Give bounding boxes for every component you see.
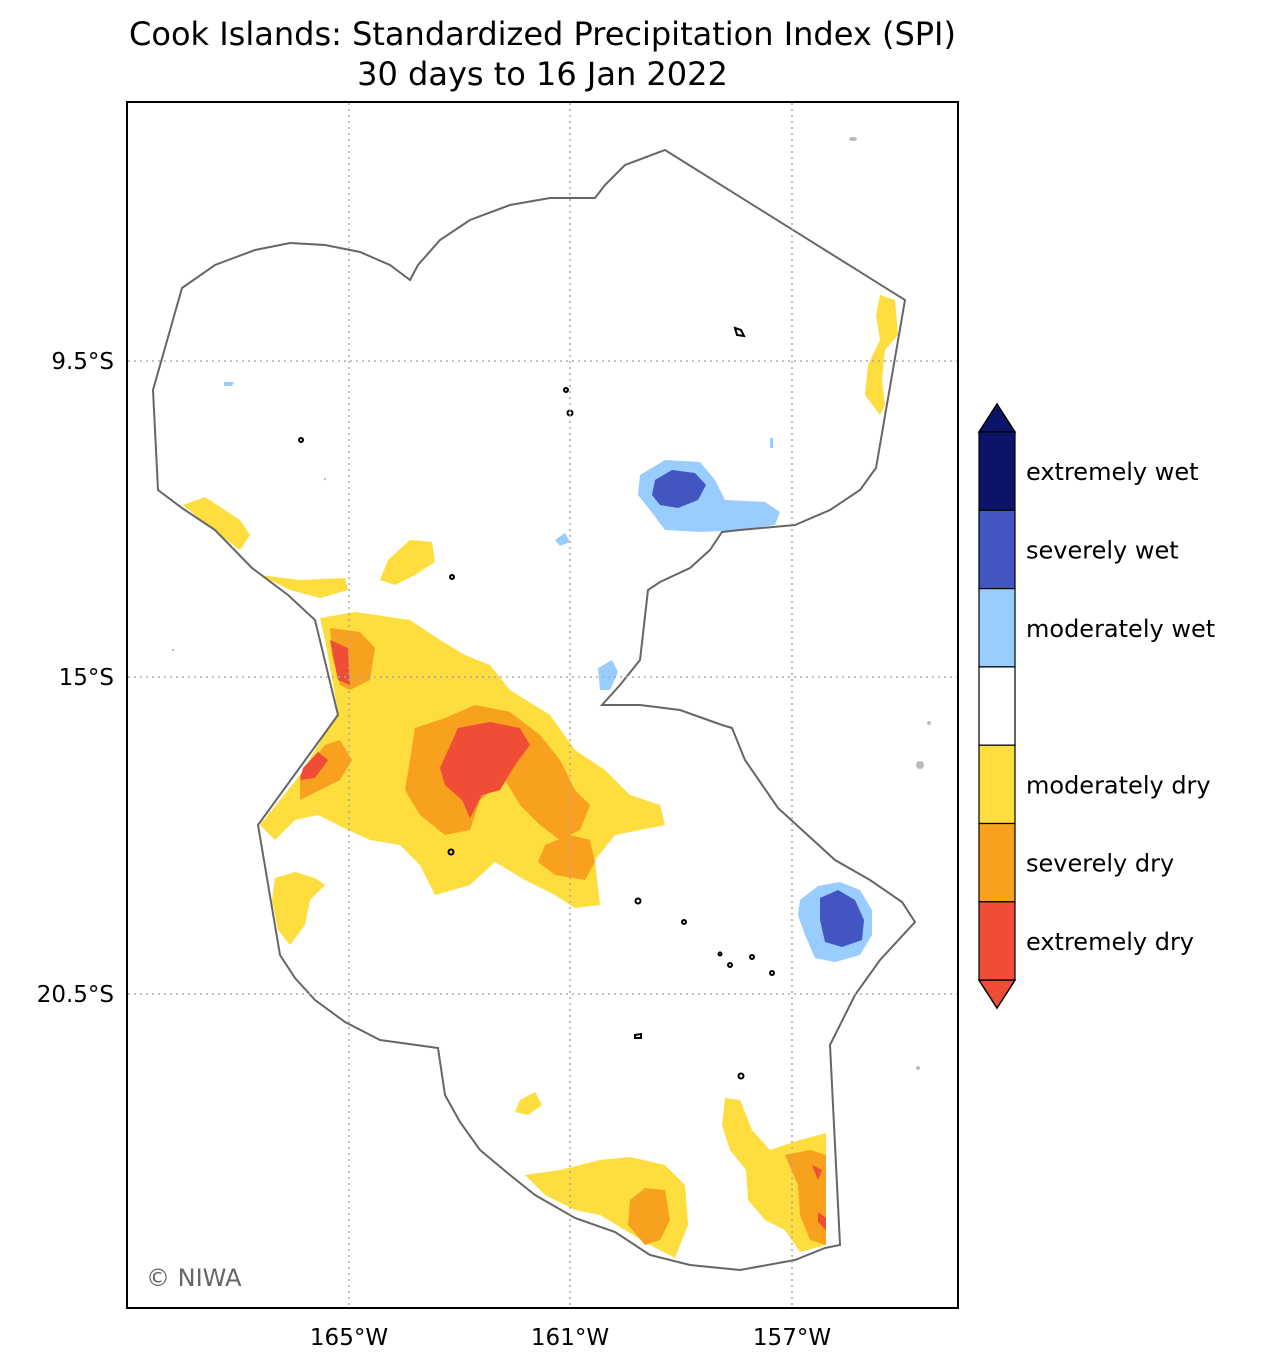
ext-dry-se xyxy=(812,1165,826,1230)
gridlines xyxy=(128,103,957,1307)
dry-patch-strip xyxy=(260,575,348,598)
spi-legend: extremely wet severely wet moderately wet m… xyxy=(977,402,1215,1010)
legend-swatch xyxy=(978,744,1016,825)
wet-patch-tiny1 xyxy=(224,382,234,386)
map-frame xyxy=(126,101,959,1309)
lon-tick-label: 161°W xyxy=(531,1325,609,1351)
lat-tick-label: 15°S xyxy=(59,665,114,691)
lat-tick-label: 20.5°S xyxy=(37,982,114,1008)
islands xyxy=(298,326,775,1080)
dry-patch-sw xyxy=(272,872,325,945)
legend-label: extremely dry xyxy=(1026,928,1194,956)
legend-label: severely dry xyxy=(1026,850,1174,878)
lon-tick-label: 157°W xyxy=(753,1325,831,1351)
wet-patch-mid xyxy=(598,660,618,690)
ext-dry-west xyxy=(330,640,350,685)
ext-dry-edge xyxy=(300,752,328,780)
legend-swatch xyxy=(978,666,1016,746)
map-subtitle: 30 days to 16 Jan 2022 xyxy=(357,55,728,93)
ext-dry-central xyxy=(440,722,530,818)
legend-swatch xyxy=(978,822,1016,903)
credit-text: © NIWA xyxy=(146,1264,242,1292)
legend-label: extremely wet xyxy=(1026,458,1199,486)
legend-extend-dry xyxy=(977,979,1017,1010)
legend-label: moderately dry xyxy=(1026,771,1211,799)
legend-extend-wet xyxy=(977,402,1017,433)
sev-wet-east xyxy=(820,890,864,947)
wet-patch-tiny2 xyxy=(770,438,773,448)
eez-boundary xyxy=(151,148,917,1272)
sev-dry-east xyxy=(538,835,595,880)
sev-dry-edge xyxy=(300,740,352,800)
dry-patch-ne xyxy=(865,295,898,415)
outside-islands xyxy=(171,137,931,1070)
dry-patch-west xyxy=(183,497,250,550)
lon-tick-label: 165°W xyxy=(310,1325,388,1351)
legend-swatch xyxy=(978,587,1016,668)
lat-tick-label: 9.5°S xyxy=(51,349,114,375)
legend-swatch xyxy=(978,431,1016,511)
spi-shading xyxy=(183,295,898,1258)
wet-patch-small xyxy=(555,533,570,546)
legend-label: moderately wet xyxy=(1026,615,1215,643)
legend-label: severely wet xyxy=(1026,536,1179,564)
legend-swatch xyxy=(978,901,1016,981)
sev-wet-north xyxy=(652,470,706,508)
map-title: Cook Islands: Standardized Precipitation… xyxy=(129,15,956,53)
legend-swatch xyxy=(978,509,1016,590)
dry-patch-south-small xyxy=(515,1092,542,1115)
dry-patch-north xyxy=(380,540,435,585)
sev-dry-south xyxy=(628,1188,670,1245)
